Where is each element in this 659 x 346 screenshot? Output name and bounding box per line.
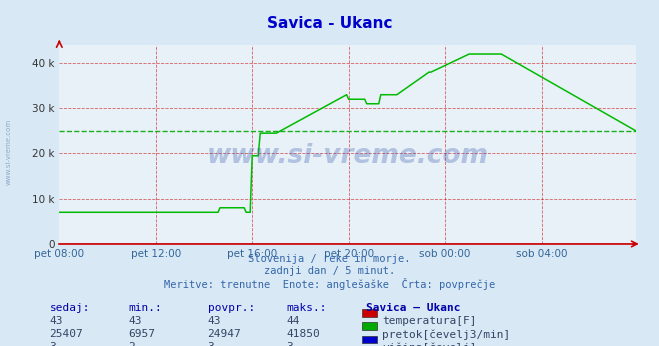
Text: zadnji dan / 5 minut.: zadnji dan / 5 minut. (264, 266, 395, 276)
Text: 25407: 25407 (49, 329, 83, 339)
Text: 3: 3 (49, 342, 56, 346)
Text: temperatura[F]: temperatura[F] (382, 316, 476, 326)
Text: Meritve: trenutne  Enote: anglešaške  Črta: povprečje: Meritve: trenutne Enote: anglešaške Črta… (164, 278, 495, 290)
Text: Savica – Ukanc: Savica – Ukanc (366, 303, 460, 313)
Text: 43: 43 (49, 316, 63, 326)
Text: 3: 3 (208, 342, 214, 346)
Text: povpr.:: povpr.: (208, 303, 255, 313)
Text: Savica - Ukanc: Savica - Ukanc (267, 16, 392, 30)
Text: www.si-vreme.com: www.si-vreme.com (5, 119, 12, 185)
Text: 2: 2 (129, 342, 135, 346)
Text: 24947: 24947 (208, 329, 241, 339)
Text: 44: 44 (287, 316, 300, 326)
Text: 3: 3 (287, 342, 293, 346)
Text: 6957: 6957 (129, 329, 156, 339)
Text: pretok[čevelj3/min]: pretok[čevelj3/min] (382, 329, 511, 339)
Text: 43: 43 (129, 316, 142, 326)
Text: 41850: 41850 (287, 329, 320, 339)
Text: maks.:: maks.: (287, 303, 327, 313)
Text: Slovenija / reke in morje.: Slovenija / reke in morje. (248, 254, 411, 264)
Text: sedaj:: sedaj: (49, 303, 90, 313)
Text: min.:: min.: (129, 303, 162, 313)
Text: 43: 43 (208, 316, 221, 326)
Text: www.si-vreme.com: www.si-vreme.com (207, 143, 488, 170)
Text: višina[čevelj]: višina[čevelj] (382, 342, 476, 346)
